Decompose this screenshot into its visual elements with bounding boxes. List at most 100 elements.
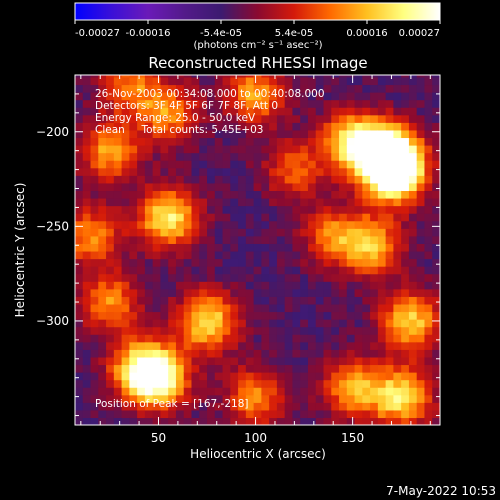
heatmap-cell (160, 99, 169, 108)
heatmap-cell (323, 372, 332, 381)
heatmap-cell (339, 311, 348, 320)
heatmap-cell (354, 296, 363, 305)
heatmap-cell (416, 281, 426, 290)
heatmap-cell (354, 182, 363, 192)
heatmap-cell (121, 243, 130, 252)
heatmap-cell (377, 243, 387, 252)
heatmap-cell (90, 92, 99, 101)
heatmap-cell (269, 235, 278, 244)
heatmap-cell (408, 281, 418, 290)
heatmap-cell (370, 213, 379, 222)
heatmap-cell (199, 137, 208, 146)
heatmap-cell (245, 75, 255, 78)
axis-ticks: 50 100 150−200−250−300 (36, 74, 440, 445)
heatmap-cell (346, 364, 356, 373)
colorbar-tick-label: -0.00027 (75, 28, 120, 39)
heatmap-cell (323, 417, 332, 425)
heatmap-cell (385, 349, 395, 358)
heatmap-cell (408, 84, 418, 93)
heatmap-cell (300, 182, 309, 192)
heatmap-cell (393, 250, 402, 260)
heatmap-cell (222, 84, 231, 93)
heatmap-cell (284, 394, 294, 403)
heatmap-cell (315, 197, 325, 207)
heatmap-cell (82, 319, 92, 328)
heatmap-cell (331, 205, 340, 214)
heatmap-cell (222, 99, 231, 108)
heatmap-cell (323, 197, 332, 207)
heatmap-cell (339, 334, 348, 343)
heatmap-cell (144, 417, 154, 425)
heatmap-cell (261, 114, 270, 123)
heatmap-cell (98, 258, 107, 267)
x-tick-label: 150 (341, 431, 364, 445)
heatmap-cell (307, 76, 317, 86)
heatmap-cell (106, 228, 115, 237)
heatmap-cell (75, 319, 84, 328)
heatmap-cell (393, 235, 402, 244)
heatmap-cell (106, 326, 115, 335)
heatmap-cell (269, 99, 278, 108)
heatmap-cell (385, 341, 395, 350)
heatmap-cell (137, 281, 146, 290)
heatmap-cell (393, 213, 402, 222)
heatmap-cell (307, 205, 317, 214)
heatmap-cell (307, 107, 317, 116)
heatmap-cell (168, 379, 177, 388)
heatmap-cell (393, 296, 402, 305)
heatmap-cell (408, 402, 418, 411)
heatmap-cell (323, 114, 332, 123)
heatmap-cell (424, 129, 433, 139)
heatmap-cell (393, 122, 402, 131)
heatmap-cell (106, 266, 115, 275)
heatmap-cell (424, 266, 433, 275)
heatmap-cell (315, 92, 325, 101)
heatmap-cell (168, 84, 177, 93)
heatmap-cell (331, 250, 340, 260)
heatmap-cell (261, 409, 270, 419)
heatmap-cell (292, 319, 301, 328)
heatmap-cell (160, 394, 169, 403)
heatmap-cell (354, 92, 363, 101)
heatmap-cell (183, 92, 193, 101)
heatmap-cell (207, 356, 216, 366)
heatmap-cell (276, 394, 286, 403)
heatmap-cell (323, 334, 332, 343)
heatmap-cell (269, 122, 278, 131)
heatmap-cell (276, 228, 286, 237)
heatmap-cell (276, 114, 286, 123)
heatmap-cell (377, 394, 387, 403)
heatmap-cell (424, 387, 433, 396)
heatmap-cell (385, 107, 395, 116)
heatmap-cell (292, 303, 301, 313)
heatmap-cell (214, 228, 224, 237)
heatmap-cell (144, 296, 154, 305)
heatmap-cell (168, 311, 177, 320)
heatmap-cell (90, 205, 99, 214)
heatmap-cell (113, 114, 123, 123)
heatmap-cell (144, 107, 154, 116)
heatmap-cell (416, 152, 426, 161)
heatmap-cell (106, 288, 115, 297)
heatmap-cell (284, 243, 294, 252)
heatmap-cell (82, 341, 92, 350)
heatmap-cell (113, 303, 123, 313)
heatmap-cell (129, 281, 138, 290)
heatmap-cell (222, 114, 231, 123)
heatmap-cell (401, 84, 410, 93)
heatmap-cell (106, 175, 115, 184)
heatmap-cell (144, 341, 154, 350)
heatmap-cell (385, 99, 395, 108)
heatmap-cell (199, 319, 208, 328)
heatmap-cell (362, 107, 371, 116)
heatmap-cell (432, 250, 440, 260)
heatmap-cell (377, 402, 387, 411)
heatmap-cell (168, 349, 177, 358)
heatmap-cell (230, 107, 239, 116)
heatmap-cell (199, 258, 208, 267)
heatmap-cell (315, 326, 325, 335)
heatmap-cell (175, 129, 185, 139)
heatmap-cell (245, 129, 255, 139)
heatmap-cell (152, 213, 162, 222)
heatmap-cell (401, 326, 410, 335)
